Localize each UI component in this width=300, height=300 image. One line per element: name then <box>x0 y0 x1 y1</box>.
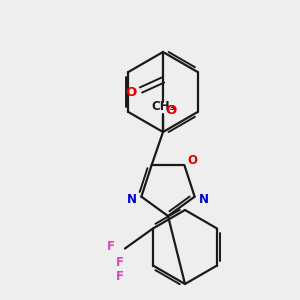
Text: N: N <box>199 193 208 206</box>
Text: CH₃: CH₃ <box>151 100 175 113</box>
Text: O: O <box>165 103 177 116</box>
Text: F: F <box>116 256 124 269</box>
Text: N: N <box>128 193 137 206</box>
Text: O: O <box>125 86 136 100</box>
Text: F: F <box>107 240 115 253</box>
Text: O: O <box>188 154 197 167</box>
Text: F: F <box>116 270 124 283</box>
